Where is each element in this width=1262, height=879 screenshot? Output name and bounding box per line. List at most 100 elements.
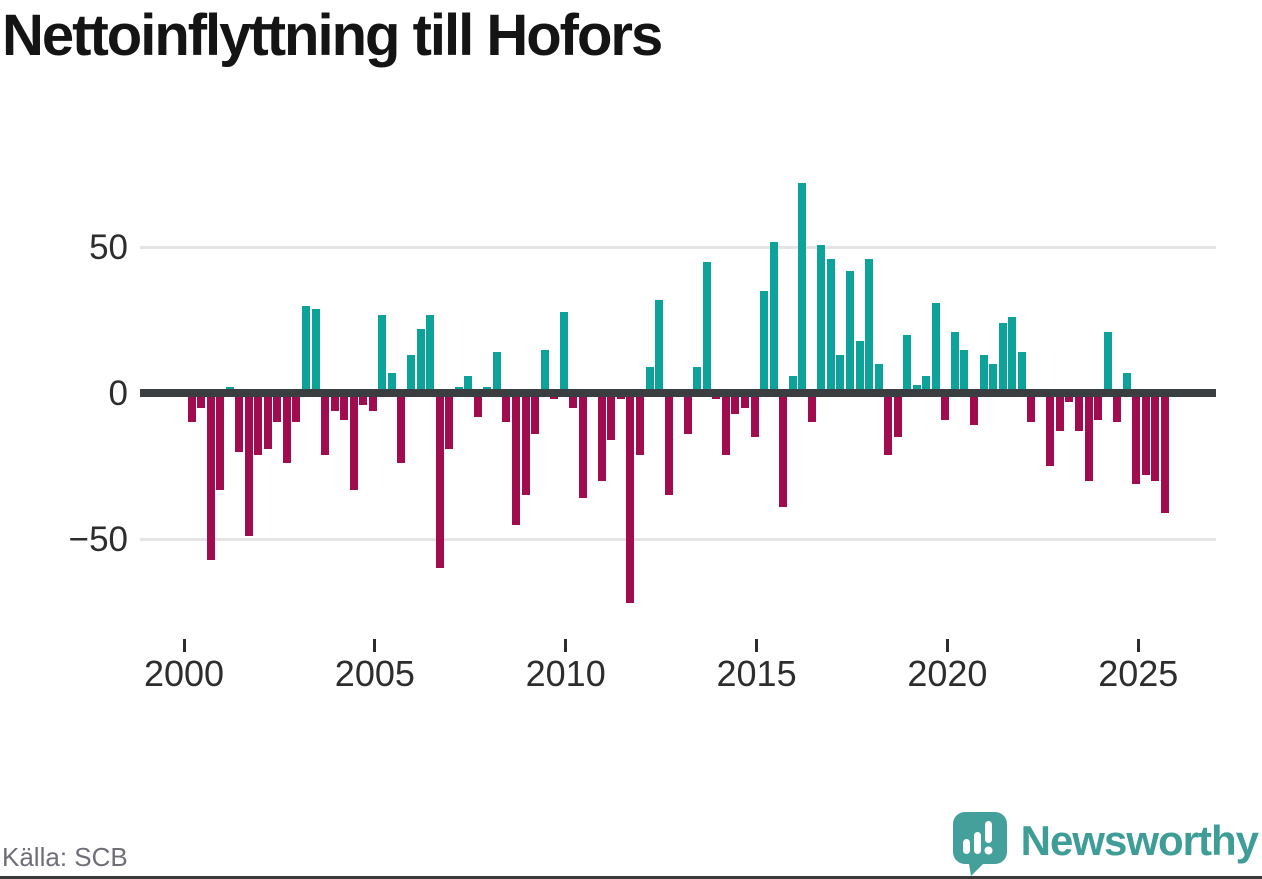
zero-axis-line bbox=[140, 389, 1216, 398]
bar-2018Q3 bbox=[893, 393, 902, 438]
bar-2002Q1 bbox=[263, 393, 272, 449]
bar-2020Q1 bbox=[950, 332, 959, 394]
bar-2008Q3 bbox=[511, 393, 520, 525]
bar-2005Q2 bbox=[387, 372, 396, 394]
brand-name: Newsworthy bbox=[1020, 817, 1259, 864]
bar-2005Q3 bbox=[397, 393, 406, 464]
bar-2019Q3 bbox=[931, 302, 940, 394]
bar-2016Q4 bbox=[826, 259, 835, 394]
bar-2001Q4 bbox=[254, 393, 263, 455]
bar-2002Q2 bbox=[273, 393, 282, 423]
bar-2016Q3 bbox=[817, 244, 826, 394]
bar-2021Q2 bbox=[998, 323, 1007, 394]
x-axis-tick-2000 bbox=[182, 639, 186, 652]
bar-2010Q4 bbox=[597, 393, 606, 481]
x-axis-label-2005: 2005 bbox=[334, 653, 415, 694]
x-axis-label-2000: 2000 bbox=[143, 653, 225, 694]
bar-2006Q1 bbox=[416, 329, 425, 394]
bar-2011Q3 bbox=[626, 393, 635, 604]
bar-2018Q2 bbox=[884, 393, 893, 455]
bar-2023Q4 bbox=[1094, 393, 1103, 420]
bar-2002Q3 bbox=[282, 393, 291, 464]
bar-2004Q1 bbox=[340, 393, 349, 420]
bar-2006Q2 bbox=[426, 314, 435, 394]
x-axis-tick-2005 bbox=[373, 639, 377, 652]
bar-2014Q1 bbox=[721, 393, 730, 455]
bar-2001Q2 bbox=[235, 393, 244, 452]
bar-2008Q4 bbox=[521, 393, 530, 496]
bar-2008Q1 bbox=[492, 352, 501, 394]
bar-2002Q4 bbox=[292, 393, 301, 423]
bar-2019Q4 bbox=[941, 393, 950, 420]
bar-2001Q3 bbox=[244, 393, 253, 537]
bar-2004Q3 bbox=[359, 393, 368, 405]
bar-2012Q1 bbox=[645, 367, 654, 394]
bar-2012Q2 bbox=[655, 299, 664, 394]
bar-2023Q2 bbox=[1074, 393, 1083, 432]
chart-title: Nettoinflyttning till Hofors bbox=[2, 3, 663, 68]
bar-2015Q2 bbox=[769, 241, 778, 394]
bar-2000Q1 bbox=[187, 393, 196, 423]
bar-2016Q2 bbox=[807, 393, 816, 423]
bar-2015Q4 bbox=[788, 375, 797, 394]
source-caption: Källa: SCB bbox=[2, 842, 128, 872]
bar-2011Q4 bbox=[636, 393, 645, 455]
bar-2017Q1 bbox=[836, 355, 845, 394]
bar-2013Q2 bbox=[693, 367, 702, 394]
bar-2018Q4 bbox=[903, 334, 912, 394]
bar-2021Q1 bbox=[989, 364, 998, 394]
bar-2000Q4 bbox=[216, 393, 225, 490]
bar-2022Q1 bbox=[1027, 393, 1036, 423]
x-axis-tick-2010 bbox=[564, 639, 568, 652]
bar-2023Q3 bbox=[1084, 393, 1093, 481]
gridline-y50 bbox=[140, 245, 1216, 249]
bar-2010Q2 bbox=[578, 393, 587, 499]
bar-2021Q3 bbox=[1008, 317, 1017, 394]
bar-2024Q3 bbox=[1122, 372, 1131, 394]
bar-2025Q3 bbox=[1160, 393, 1169, 513]
newsworthy-logo: Newsworthy bbox=[952, 810, 1259, 878]
bar-2014Q3 bbox=[740, 393, 749, 408]
x-axis-label-2010: 2010 bbox=[525, 653, 606, 694]
bar-2004Q4 bbox=[368, 393, 377, 411]
bar-2005Q1 bbox=[378, 314, 387, 394]
gridline-y-50 bbox=[140, 537, 1216, 541]
bar-2000Q3 bbox=[206, 393, 215, 560]
bar-2015Q1 bbox=[760, 291, 769, 394]
bar-2000Q2 bbox=[197, 393, 206, 408]
bar-2008Q2 bbox=[502, 393, 511, 423]
bar-2003Q3 bbox=[321, 393, 330, 455]
bar-2011Q1 bbox=[607, 393, 616, 440]
y-axis-label-0: 0 bbox=[108, 374, 128, 414]
bar-2019Q1 bbox=[912, 384, 921, 394]
bar-2017Q2 bbox=[845, 270, 854, 394]
bar-2003Q4 bbox=[330, 393, 339, 411]
bar-2010Q1 bbox=[569, 393, 578, 408]
bar-2015Q3 bbox=[779, 393, 788, 508]
y-axis-label-50: 50 bbox=[89, 228, 128, 268]
bar-2020Q3 bbox=[970, 393, 979, 426]
speech-bubble-bar-chart-icon bbox=[952, 812, 1007, 876]
bar-2003Q2 bbox=[311, 308, 320, 394]
bar-2006Q3 bbox=[435, 393, 444, 569]
bar-2023Q1 bbox=[1065, 393, 1074, 403]
bar-2014Q4 bbox=[750, 393, 759, 438]
bar-2003Q1 bbox=[302, 305, 311, 394]
bar-2005Q4 bbox=[406, 355, 415, 394]
bar-2024Q4 bbox=[1132, 393, 1141, 484]
x-axis-tick-2025 bbox=[1136, 639, 1140, 652]
bar-2025Q1 bbox=[1141, 393, 1150, 475]
x-axis-label-2020: 2020 bbox=[907, 653, 988, 694]
bar-2007Q2 bbox=[464, 375, 473, 394]
bar-2022Q4 bbox=[1055, 393, 1064, 432]
x-axis-label-2025: 2025 bbox=[1098, 653, 1179, 694]
x-axis-tick-2015 bbox=[755, 639, 759, 652]
bar-2021Q4 bbox=[1017, 352, 1026, 394]
bar-2024Q2 bbox=[1113, 393, 1122, 423]
bar-2004Q2 bbox=[349, 393, 358, 490]
bar-2006Q4 bbox=[445, 393, 454, 449]
bar-2025Q2 bbox=[1151, 393, 1160, 481]
bar-2009Q4 bbox=[559, 311, 568, 394]
bar-2022Q3 bbox=[1046, 393, 1055, 467]
